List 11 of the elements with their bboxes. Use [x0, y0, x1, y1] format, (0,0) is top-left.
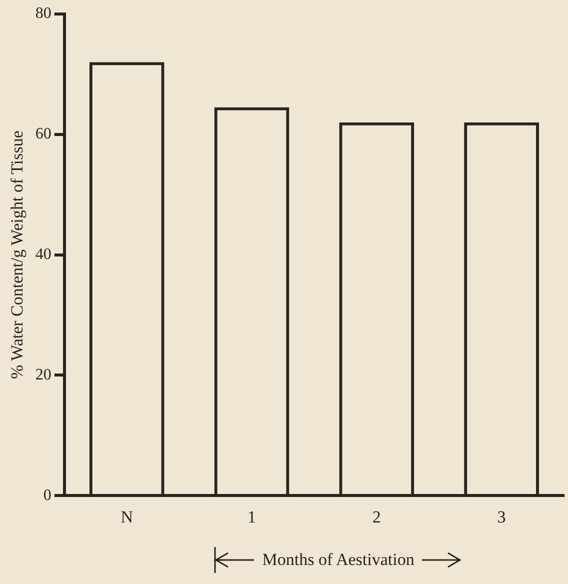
x-tick-label: 3 [497, 507, 506, 526]
y-tick-label: 80 [35, 5, 52, 22]
y-tick-label: 0 [43, 486, 52, 504]
x-tick-label: N [120, 507, 133, 526]
text: Months of Aestivation [262, 550, 414, 570]
y-tick-label: 40 [35, 246, 52, 264]
y-axis-title: % Water Content/g Weight of Tissue [8, 130, 27, 379]
x-tick-label: 1 [248, 507, 256, 526]
y-tick-label: 60 [35, 126, 52, 143]
y-tick-label: 20 [35, 366, 52, 384]
x-tick-label: 2 [372, 507, 381, 526]
